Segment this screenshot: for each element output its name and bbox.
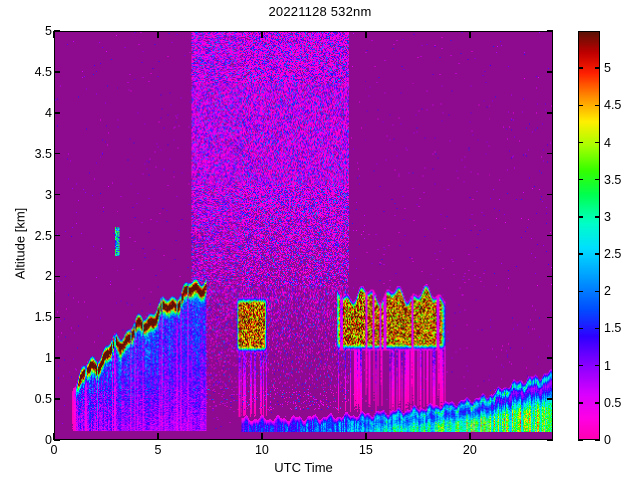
x-axis-tick-label: 10 xyxy=(254,443,269,457)
colorbar-tick-label: 0 xyxy=(604,433,611,447)
colorbar-tick xyxy=(594,141,600,144)
colorbar-tick-label: 2 xyxy=(604,284,611,299)
y-axis-tick xyxy=(546,439,553,441)
y-axis-tick xyxy=(546,275,553,278)
y-axis-tick xyxy=(546,112,553,114)
y-axis-tick xyxy=(54,316,60,319)
colorbar-tick xyxy=(578,290,583,293)
colorbar-tick xyxy=(578,364,583,367)
colorbar-tick xyxy=(578,141,583,144)
y-axis-tick xyxy=(54,193,60,196)
x-axis-tick xyxy=(261,31,263,38)
colorbar-tick-label: 3.5 xyxy=(604,172,622,187)
y-axis-tick xyxy=(54,439,60,441)
colorbar-tick-label: 1 xyxy=(604,358,611,373)
y-axis-tick xyxy=(546,234,553,237)
y-axis-tick xyxy=(54,152,60,155)
colorbar-tick-label: 2.5 xyxy=(604,247,622,262)
colorbar-tick xyxy=(578,178,583,181)
colorbar-tick xyxy=(578,253,583,255)
figure-title: 20221128 532nm xyxy=(268,4,372,19)
colorbar-tick xyxy=(594,253,600,255)
y-axis-tick xyxy=(546,30,553,32)
y-axis-tick xyxy=(54,234,60,237)
colorbar-tick xyxy=(594,327,600,330)
x-axis-tick xyxy=(53,433,55,440)
y-axis-tick xyxy=(546,398,553,400)
colorbar-tick-label: 1.5 xyxy=(604,321,622,336)
colorbar-canvas xyxy=(579,32,599,439)
colorbar-tick xyxy=(594,178,600,181)
y-axis-tick-label: 2 xyxy=(45,269,52,284)
heatmap-canvas xyxy=(55,32,552,439)
colorbar-tick-label: 4 xyxy=(604,135,611,150)
colorbar-tick xyxy=(578,439,583,441)
x-axis-tick xyxy=(53,31,55,38)
y-axis-tick xyxy=(54,112,60,114)
y-axis-tick-label: 3.5 xyxy=(34,146,52,161)
y-axis-tick xyxy=(54,275,60,278)
colorbar-tick-label: 5 xyxy=(604,61,611,76)
x-axis-tick-label: 20 xyxy=(462,443,477,457)
y-axis-tick xyxy=(54,398,60,400)
y-axis-tick-label: 3 xyxy=(45,187,52,202)
x-axis-tick-label: 5 xyxy=(154,443,162,457)
x-axis-label: UTC Time xyxy=(274,460,333,475)
y-axis-tick xyxy=(54,357,60,359)
colorbar-tick xyxy=(594,439,600,441)
colorbar xyxy=(578,31,600,440)
y-axis-tick xyxy=(546,152,553,155)
y-axis-label: Altitude [km] xyxy=(12,207,28,280)
y-axis-tick-label: 5 xyxy=(45,24,52,38)
y-axis-tick xyxy=(546,316,553,319)
colorbar-tick xyxy=(578,402,583,404)
colorbar-tick xyxy=(578,216,583,218)
x-axis-tick xyxy=(469,433,471,440)
y-axis-tick-label: 0.5 xyxy=(34,392,52,407)
y-axis-tick-label: 1 xyxy=(45,351,52,366)
y-axis-tick-label: 0 xyxy=(45,433,52,447)
y-axis-tick xyxy=(546,71,553,73)
colorbar-tick xyxy=(578,327,583,330)
colorbar-tick xyxy=(578,67,583,69)
y-axis-tick-label: 4.5 xyxy=(34,64,52,79)
colorbar-tick xyxy=(578,104,583,107)
x-axis-tick xyxy=(261,433,263,440)
colorbar-tick xyxy=(594,104,600,107)
x-axis-tick xyxy=(365,433,367,440)
colorbar-tick xyxy=(594,290,600,293)
colorbar-tick xyxy=(594,67,600,69)
x-axis-tick xyxy=(469,31,471,38)
y-axis-tick xyxy=(54,30,60,32)
colorbar-tick-label: 0.5 xyxy=(604,395,622,410)
x-axis-tick xyxy=(365,31,367,38)
colorbar-tick xyxy=(594,402,600,404)
colorbar-tick xyxy=(594,364,600,367)
y-axis-tick-label: 2.5 xyxy=(34,228,52,243)
y-axis-tick xyxy=(546,357,553,359)
colorbar-tick xyxy=(594,216,600,218)
y-axis-tick-label: 4 xyxy=(45,105,52,120)
y-axis-tick xyxy=(546,193,553,196)
x-axis-tick xyxy=(157,31,159,38)
plot-area xyxy=(54,31,553,440)
y-axis-tick-label: 1.5 xyxy=(34,310,52,325)
colorbar-tick-label: 4.5 xyxy=(604,98,622,113)
x-axis-tick xyxy=(157,433,159,440)
x-axis-tick-label: 0 xyxy=(50,443,58,457)
colorbar-tick-label: 3 xyxy=(604,209,611,224)
y-axis-tick xyxy=(54,71,60,73)
x-axis-tick-label: 15 xyxy=(358,443,373,457)
